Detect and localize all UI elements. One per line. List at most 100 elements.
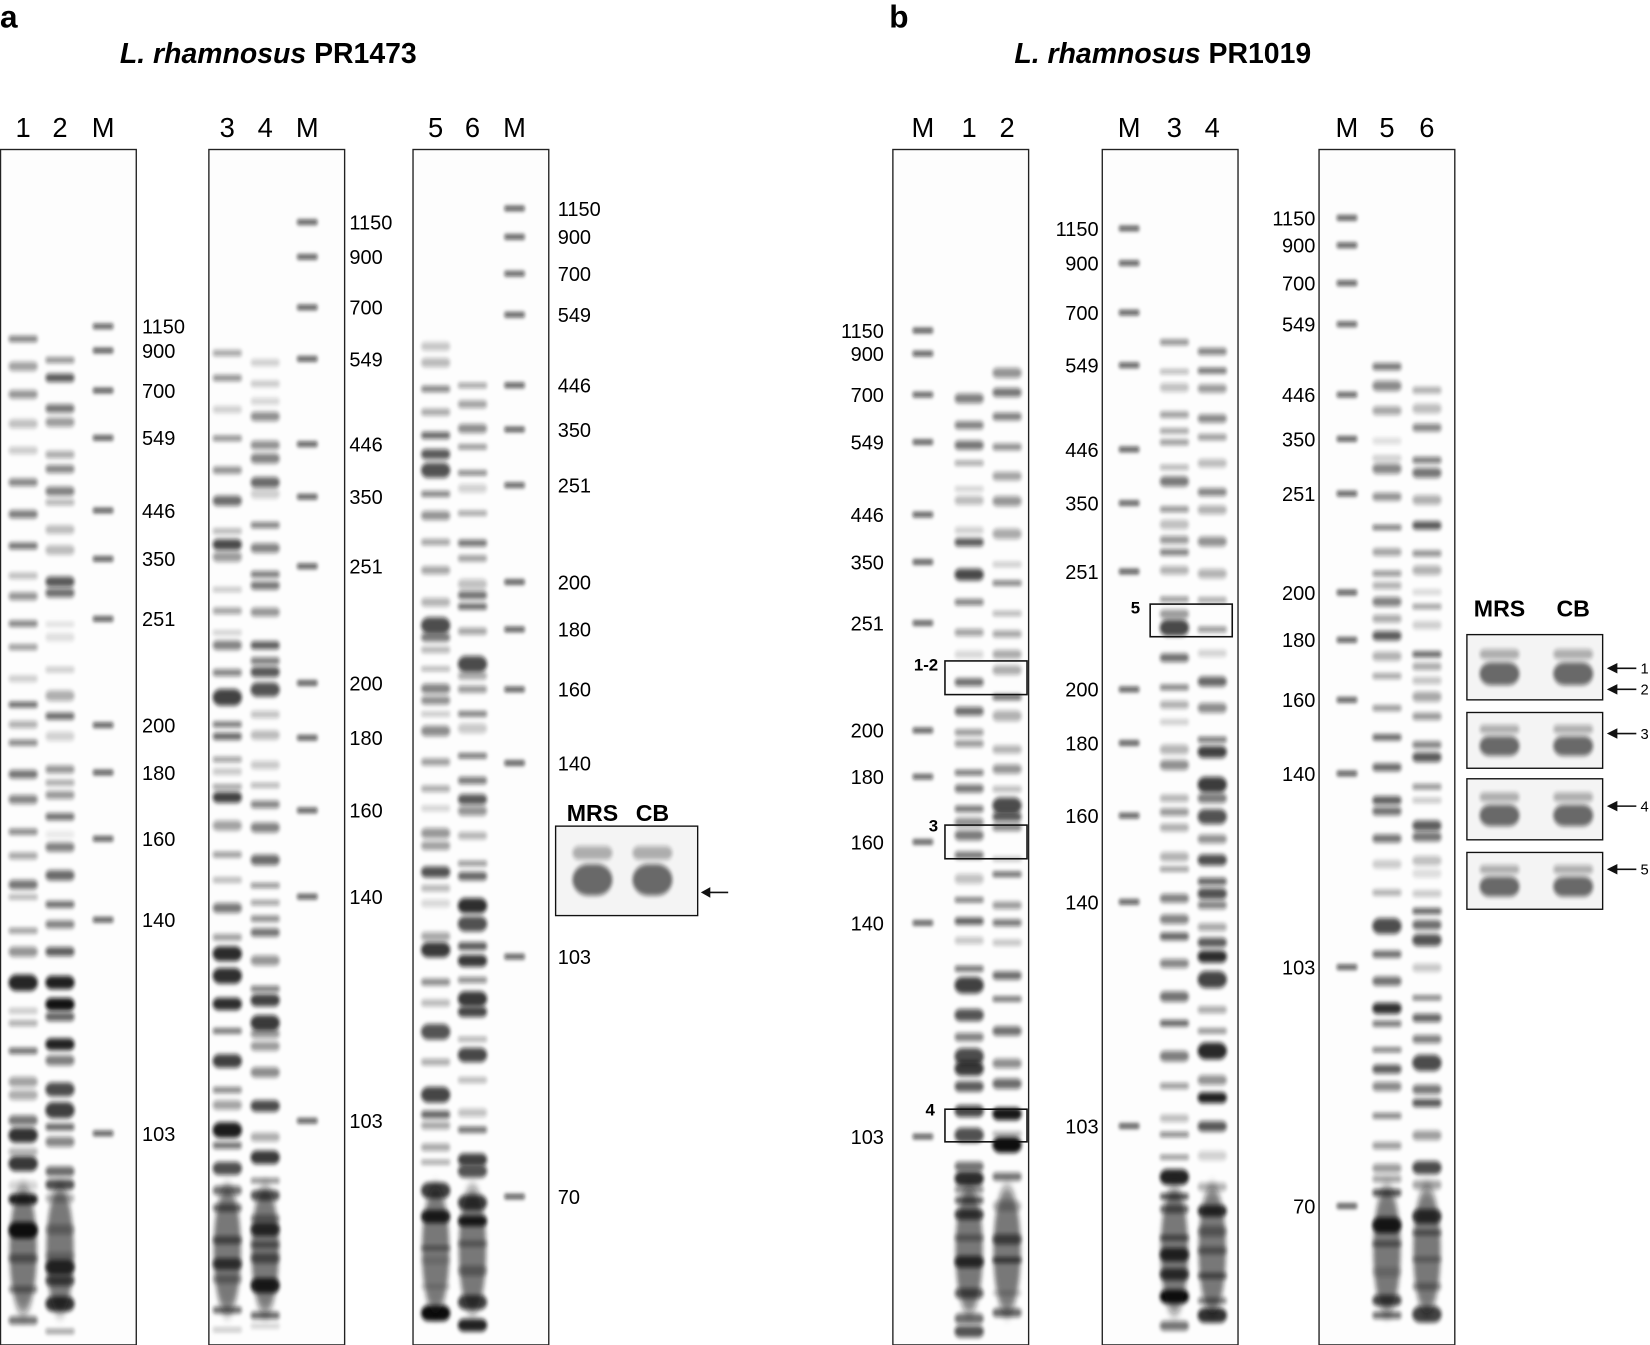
gel-band (212, 967, 243, 984)
gel-band (504, 1194, 526, 1199)
gel-band (1412, 920, 1442, 930)
marker-label: 180 (558, 620, 591, 642)
gel-band (912, 439, 934, 445)
gel-band (1336, 590, 1358, 595)
gel-band (504, 627, 526, 632)
gel-band (1159, 1169, 1190, 1185)
gel-band (1159, 535, 1190, 544)
marker-label: 180 (1065, 733, 1098, 755)
gel-band (992, 649, 1022, 659)
panel-letter: a (0, 0, 18, 34)
gel-band (8, 675, 38, 682)
gel-band (1159, 383, 1190, 392)
gel-band (212, 350, 243, 356)
gel-band (250, 1100, 280, 1112)
gel-band (955, 1187, 983, 1314)
gel-band (420, 1086, 451, 1103)
gel-band (1372, 1020, 1402, 1027)
gel-band (1197, 676, 1227, 687)
gel-band (504, 206, 526, 211)
marker-label: 350 (1065, 493, 1098, 515)
gel-band (1197, 459, 1227, 468)
gel-band (1159, 428, 1190, 434)
gel-band (1159, 596, 1190, 602)
gel-band (212, 791, 243, 803)
gel-band (92, 388, 114, 393)
gel-band (420, 828, 451, 839)
arrow-label: 4 (1641, 799, 1649, 815)
gel-band (92, 324, 114, 329)
marker-label: 103 (1282, 958, 1315, 980)
gel-band (992, 1136, 1022, 1153)
marker-label: 700 (1065, 303, 1098, 325)
gel-band (250, 928, 280, 937)
marker-label: 251 (349, 557, 382, 579)
inset-lane: MRS (1474, 596, 1525, 622)
gel-band (1412, 963, 1442, 972)
gel-band (1372, 796, 1402, 805)
gel-band (1336, 243, 1358, 248)
lane-label: 6 (1419, 112, 1434, 143)
gel-band (504, 234, 526, 239)
gel-band (8, 644, 38, 650)
title-strain: PR1019 (1201, 38, 1312, 70)
lane-label: M (503, 112, 526, 143)
gel-band (912, 512, 934, 517)
gel-band (954, 440, 984, 450)
gel-band (1159, 808, 1190, 816)
gel-band (954, 830, 984, 841)
gel-band (250, 666, 280, 678)
gel-band (212, 732, 243, 740)
gel-band (1372, 976, 1402, 986)
marker-label: 140 (1282, 764, 1315, 786)
gel-band (457, 671, 488, 680)
gel-band (1197, 626, 1227, 633)
gel-band (992, 528, 1022, 539)
gel-band (504, 383, 526, 388)
gel-band (1372, 763, 1402, 772)
gel-band (296, 305, 318, 310)
marker-label: 350 (142, 549, 175, 571)
gel-band (457, 1047, 488, 1063)
gel-band (1372, 834, 1402, 843)
marker-label: 549 (1065, 356, 1098, 378)
gel-band (457, 794, 488, 805)
gel-band (1197, 488, 1227, 496)
gel-band (45, 633, 75, 642)
box-label: 3 (929, 816, 938, 835)
gel-band (954, 496, 984, 505)
inset-lane: CB (1556, 596, 1589, 622)
gel-band (912, 920, 934, 926)
gel-band (1159, 566, 1190, 575)
gel-band (1159, 866, 1190, 872)
gel-band (992, 1026, 1022, 1036)
marker-label: 900 (851, 344, 884, 366)
gel-band (45, 765, 75, 774)
gel-band (45, 1136, 75, 1147)
marker-label: 900 (1282, 236, 1315, 258)
gel-band (954, 1161, 984, 1172)
gel-band (1198, 1187, 1226, 1314)
marker-label: 140 (1065, 892, 1098, 914)
gel-band (1412, 820, 1442, 831)
gel-band (92, 616, 114, 621)
marker-label: 103 (142, 1124, 175, 1146)
gel-band (457, 555, 488, 562)
gel-band (457, 539, 488, 547)
gel-band (912, 774, 934, 779)
gel-band (1412, 457, 1442, 464)
gel-band (572, 864, 613, 896)
gel-band (45, 1102, 75, 1119)
gel-band (992, 939, 1022, 946)
gel-band (954, 1081, 984, 1092)
gel-band (45, 1012, 75, 1022)
arrow-head (1606, 663, 1618, 674)
gel-band (1412, 467, 1442, 478)
gel-band (1336, 281, 1358, 286)
gel-band (954, 1127, 984, 1143)
gel-band (1553, 662, 1594, 686)
gel-band (8, 1115, 38, 1126)
gel-band (1336, 491, 1358, 496)
gel-band (212, 375, 243, 381)
gel-band (1336, 637, 1358, 642)
